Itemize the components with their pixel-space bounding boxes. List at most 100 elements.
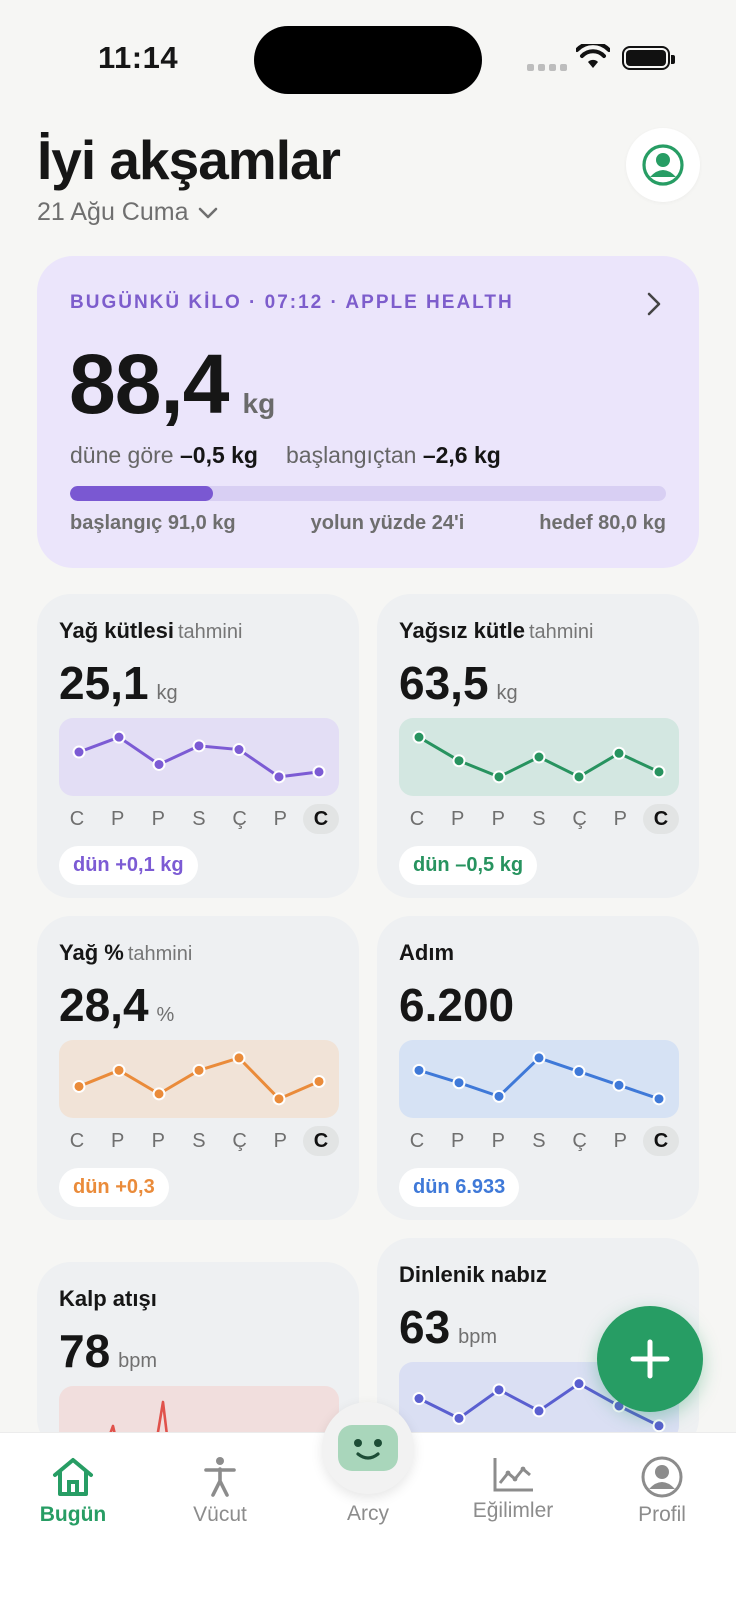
weekday-label: C xyxy=(69,1129,85,1152)
tab-trends-label: Eğilimler xyxy=(472,1499,554,1522)
tab-today[interactable]: Bugün xyxy=(13,1455,133,1527)
metric-title: Yağ % tahmini xyxy=(59,940,193,965)
weekday-label: C xyxy=(69,807,85,830)
heart-rate-card[interactable]: Kalp atışı 78 bpm xyxy=(37,1262,359,1452)
metric-change-pill: dün +0,1 kg xyxy=(59,846,198,885)
cellular-signal-icon xyxy=(527,64,567,71)
tab-body-label: Vücut xyxy=(193,1503,247,1526)
weekday-label: Ç xyxy=(572,1129,587,1152)
metric-value: 25,1 xyxy=(59,657,149,709)
weekday-label: C xyxy=(409,807,425,830)
weight-deltas: düne göre –0,5 kg başlangıçtan –2,6 kg xyxy=(70,442,501,469)
weight-value: 88,4 xyxy=(69,337,229,431)
tab-body[interactable]: Vücut xyxy=(160,1455,280,1527)
sparkline-point xyxy=(112,730,126,744)
sparkline-point xyxy=(572,1377,586,1391)
tab-today-label: Bugün xyxy=(39,1503,107,1526)
profile-avatar-button[interactable] xyxy=(626,128,700,202)
date-selector[interactable]: 21 Ağu Cuma xyxy=(37,198,219,227)
sparkline-point xyxy=(312,765,326,779)
sparkline-point xyxy=(612,1078,626,1092)
sparkline-point xyxy=(232,743,246,757)
sparkline-chart xyxy=(399,1040,679,1118)
sparkline-point xyxy=(192,1063,206,1077)
sparkline-point xyxy=(492,770,506,784)
trend-chart-icon xyxy=(493,1458,533,1492)
metric-value: 63 xyxy=(399,1301,451,1353)
sparkline-point xyxy=(412,1063,426,1077)
chevron-down-icon xyxy=(198,207,217,218)
tab-arcy-label: Arcy xyxy=(347,1502,389,1525)
metric-value-row: 78 bpm xyxy=(59,1324,157,1378)
metric-change-pill: dün –0,5 kg xyxy=(399,846,538,885)
sparkline-point xyxy=(452,1076,466,1090)
weekday-label: P xyxy=(110,1129,125,1152)
metric-unit: bpm xyxy=(458,1326,498,1348)
sparkline-chart xyxy=(399,1362,679,1440)
weekday-label: P xyxy=(613,807,627,830)
metric-value: 28,4 xyxy=(59,979,149,1031)
metric-change-pill: dün 6.933 xyxy=(399,1168,520,1207)
dynamic-island xyxy=(254,26,482,94)
delta-start-value: –2,6 kg xyxy=(422,442,501,468)
sparkline-point xyxy=(452,754,466,768)
sparkline-point xyxy=(112,1063,126,1077)
metric-value-row: 25,1 kg xyxy=(59,656,178,710)
sparkline-point xyxy=(532,750,546,764)
sparkline-point xyxy=(652,1092,666,1106)
sparkline-point xyxy=(232,1051,246,1065)
date-label: 21 Ağu Cuma xyxy=(37,198,189,226)
metric-value: 63,5 xyxy=(399,657,489,709)
sparkline-point xyxy=(412,730,426,744)
tab-profile[interactable]: Profil xyxy=(602,1455,722,1527)
weekday-label: P xyxy=(491,1129,505,1152)
sparkline-point xyxy=(572,770,586,784)
weekday-label: P xyxy=(151,1129,165,1152)
weekday-label: C xyxy=(642,1126,679,1156)
metric-unit: kg xyxy=(496,682,518,704)
weight-card-label: BUGÜNKÜ KİLO · 07:12 · APPLE HEALTH xyxy=(70,292,514,313)
goal-progress-bar xyxy=(70,486,666,501)
tab-trends[interactable]: Eğilimler xyxy=(453,1455,573,1523)
metric-unit: kg xyxy=(156,682,178,704)
sparkline-point xyxy=(652,1419,666,1433)
goal-progress-labels: başlangıç 91,0 kg yolun yüzde 24'i hedef… xyxy=(70,512,666,535)
weekday-label: S xyxy=(192,1129,206,1152)
sparkline-point xyxy=(72,1079,86,1093)
weekday-label: Ç xyxy=(232,1129,247,1152)
sparkline-point xyxy=(652,765,666,779)
sparkline-point xyxy=(492,1089,506,1103)
sparkline-point xyxy=(192,739,206,753)
weekday-label: Ç xyxy=(572,807,587,830)
weekday-label: P xyxy=(491,807,505,830)
weight-value-row: 88,4 kg xyxy=(69,336,275,433)
metric-unit: bpm xyxy=(118,1350,158,1372)
weight-card[interactable]: BUGÜNKÜ KİLO · 07:12 · APPLE HEALTH 88,4… xyxy=(37,256,699,568)
plus-icon xyxy=(630,1339,670,1379)
metric-value-row: 63,5 kg xyxy=(399,656,518,710)
battery-icon xyxy=(622,46,675,70)
add-entry-button[interactable] xyxy=(597,1306,703,1412)
sparkline-point xyxy=(572,1065,586,1079)
tab-profile-label: Profil xyxy=(638,1503,686,1526)
delta-start-label: başlangıçtan xyxy=(285,442,417,468)
metric-title: Kalp atışı xyxy=(59,1286,157,1311)
tab-arcy-button[interactable] xyxy=(322,1402,414,1494)
weekday-label: C xyxy=(642,804,679,834)
weekday-label: P xyxy=(151,807,165,830)
weekday-label: P xyxy=(273,807,287,830)
user-circle-icon xyxy=(642,144,684,186)
weekday-label: S xyxy=(192,807,206,830)
sparkline-point xyxy=(272,1092,286,1106)
sparkline-point xyxy=(152,757,166,771)
weekday-label: P xyxy=(613,1129,627,1152)
weekday-label: C xyxy=(409,1129,425,1152)
metric-value-row: 6.200 xyxy=(399,978,514,1032)
sparkline-chart xyxy=(59,718,339,796)
